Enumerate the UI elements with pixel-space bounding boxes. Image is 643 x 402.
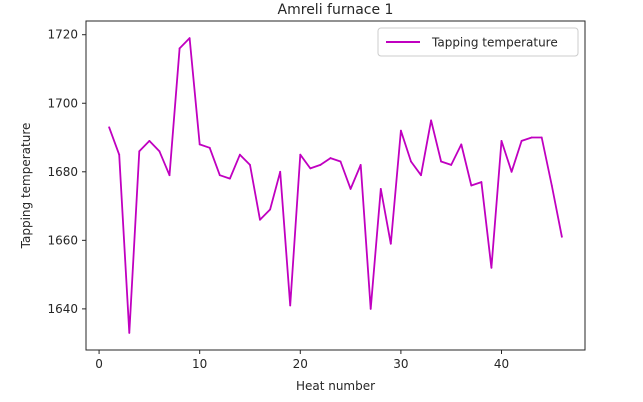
data-point [420,174,422,177]
data-point [339,160,342,163]
data-point [208,146,211,149]
x-tick-label: 10 [192,357,207,371]
data-point [530,136,533,139]
data-point [138,150,141,153]
y-axis-ticks: 1640 1660 1680 1700 1720 [47,28,86,316]
data-point [410,160,412,163]
data-point [329,157,332,159]
y-tick-label: 1700 [47,96,78,110]
data-point [500,140,503,142]
data-point [470,184,473,187]
y-tick-label: 1640 [47,302,78,316]
y-tick-label: 1720 [47,28,78,42]
data-point [349,188,352,190]
data-point [108,126,111,129]
data-point [118,153,121,156]
data-point [299,153,302,156]
series-line-tapping-temperature [108,37,563,334]
data-point [249,164,251,166]
data-point [289,304,292,307]
data-point [480,181,483,183]
data-point [369,307,372,310]
legend-label: Tapping temperature [431,36,558,50]
y-tick-label: 1660 [47,233,78,247]
legend: Tapping temperature [377,27,579,57]
data-point [178,47,181,50]
data-point [540,136,543,139]
data-point [520,140,523,142]
x-tick-label: 30 [393,357,408,371]
data-point [399,129,402,132]
legend-box [377,27,579,57]
data-point [450,164,453,166]
x-tick-label: 0 [95,357,103,371]
chart-title: Amreli furnace 1 [278,2,394,18]
data-point [379,188,382,190]
data-point [158,150,161,153]
y-tick-label: 1680 [47,165,78,179]
data-point [319,164,322,166]
data-point [148,140,151,142]
data-point [259,218,261,221]
data-point [279,170,282,173]
data-point [218,174,221,177]
y-axis-label: Tapping temperature [19,123,33,250]
data-point [269,208,272,211]
series-points [108,37,563,334]
data-point [309,167,312,170]
data-point [128,331,131,334]
data-point [460,143,463,146]
plot-area [85,20,586,351]
data-point [198,143,201,146]
data-point [239,153,241,156]
data-point [168,174,171,177]
x-tick-label: 40 [494,357,509,371]
data-point [188,37,191,40]
data-point [359,164,362,166]
data-point [430,119,432,122]
data-point [510,170,513,173]
data-point [389,242,392,245]
data-point [550,184,553,187]
data-point [440,160,443,163]
x-tick-label: 20 [293,357,308,371]
x-axis-label: Heat number [296,379,375,393]
x-axis-ticks: 0 10 20 30 40 [95,350,509,371]
data-point [490,266,493,269]
data-point [560,236,563,238]
data-point [228,177,231,180]
